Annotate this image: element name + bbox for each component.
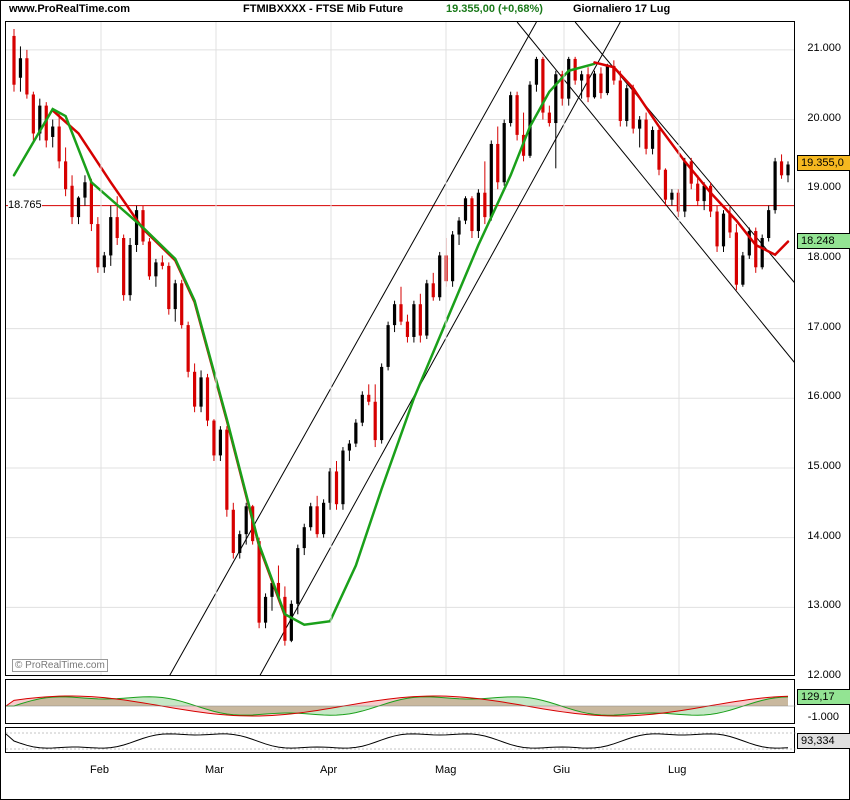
timeframe: Giornaliero 17 Lug	[573, 3, 670, 15]
xtick-label: Mar	[205, 764, 224, 776]
ytick-label: 18.000	[807, 251, 841, 263]
ytick-label: 14.000	[807, 530, 841, 542]
chart-container: www.ProRealTime.com FTMIBXXXX - FTSE Mib…	[0, 0, 850, 800]
ytick-label: 16.000	[807, 390, 841, 402]
oscillator-svg	[6, 728, 796, 754]
xtick-label: Giu	[553, 764, 570, 776]
xtick-label: Lug	[668, 764, 686, 776]
symbol-name: FTMIBXXXX - FTSE Mib Future	[243, 3, 403, 15]
main-chart-panel[interactable]: © ProRealTime.com 18.765	[5, 21, 795, 676]
macd-svg	[6, 680, 796, 725]
xtick-label: Mag	[435, 764, 456, 776]
xaxis: Feb Mar Apr Mag Giu Lug	[5, 756, 795, 776]
oscillator-value-badge: 93,334	[797, 733, 850, 749]
price-change: 19.355,00 (+0,68%)	[446, 3, 543, 15]
ytick-label: 15.000	[807, 460, 841, 472]
macd-value-badge: 129,17	[797, 689, 850, 705]
ytick-label: 20.000	[807, 112, 841, 124]
ytick-label: 12.000	[807, 669, 841, 681]
xtick-label: Feb	[90, 764, 109, 776]
hline-label: 18.765	[8, 199, 42, 211]
oscillator-panel[interactable]	[5, 727, 795, 753]
ytick-label: 13.000	[807, 599, 841, 611]
ytick-label: 21.000	[807, 42, 841, 54]
watermark: © ProRealTime.com	[12, 659, 108, 672]
site-url[interactable]: www.ProRealTime.com	[9, 3, 130, 15]
ytick-label: 17.000	[807, 321, 841, 333]
ytick-label: 19.000	[807, 181, 841, 193]
ma-value-badge: 18.248	[797, 233, 850, 249]
main-chart-svg	[6, 22, 795, 676]
macd-panel[interactable]	[5, 679, 795, 724]
xtick-label: Apr	[320, 764, 337, 776]
macd-tick-label: -1.000	[808, 711, 839, 723]
chart-header: www.ProRealTime.com FTMIBXXXX - FTSE Mib…	[1, 3, 849, 21]
price-badge: 19.355,0	[797, 155, 850, 171]
